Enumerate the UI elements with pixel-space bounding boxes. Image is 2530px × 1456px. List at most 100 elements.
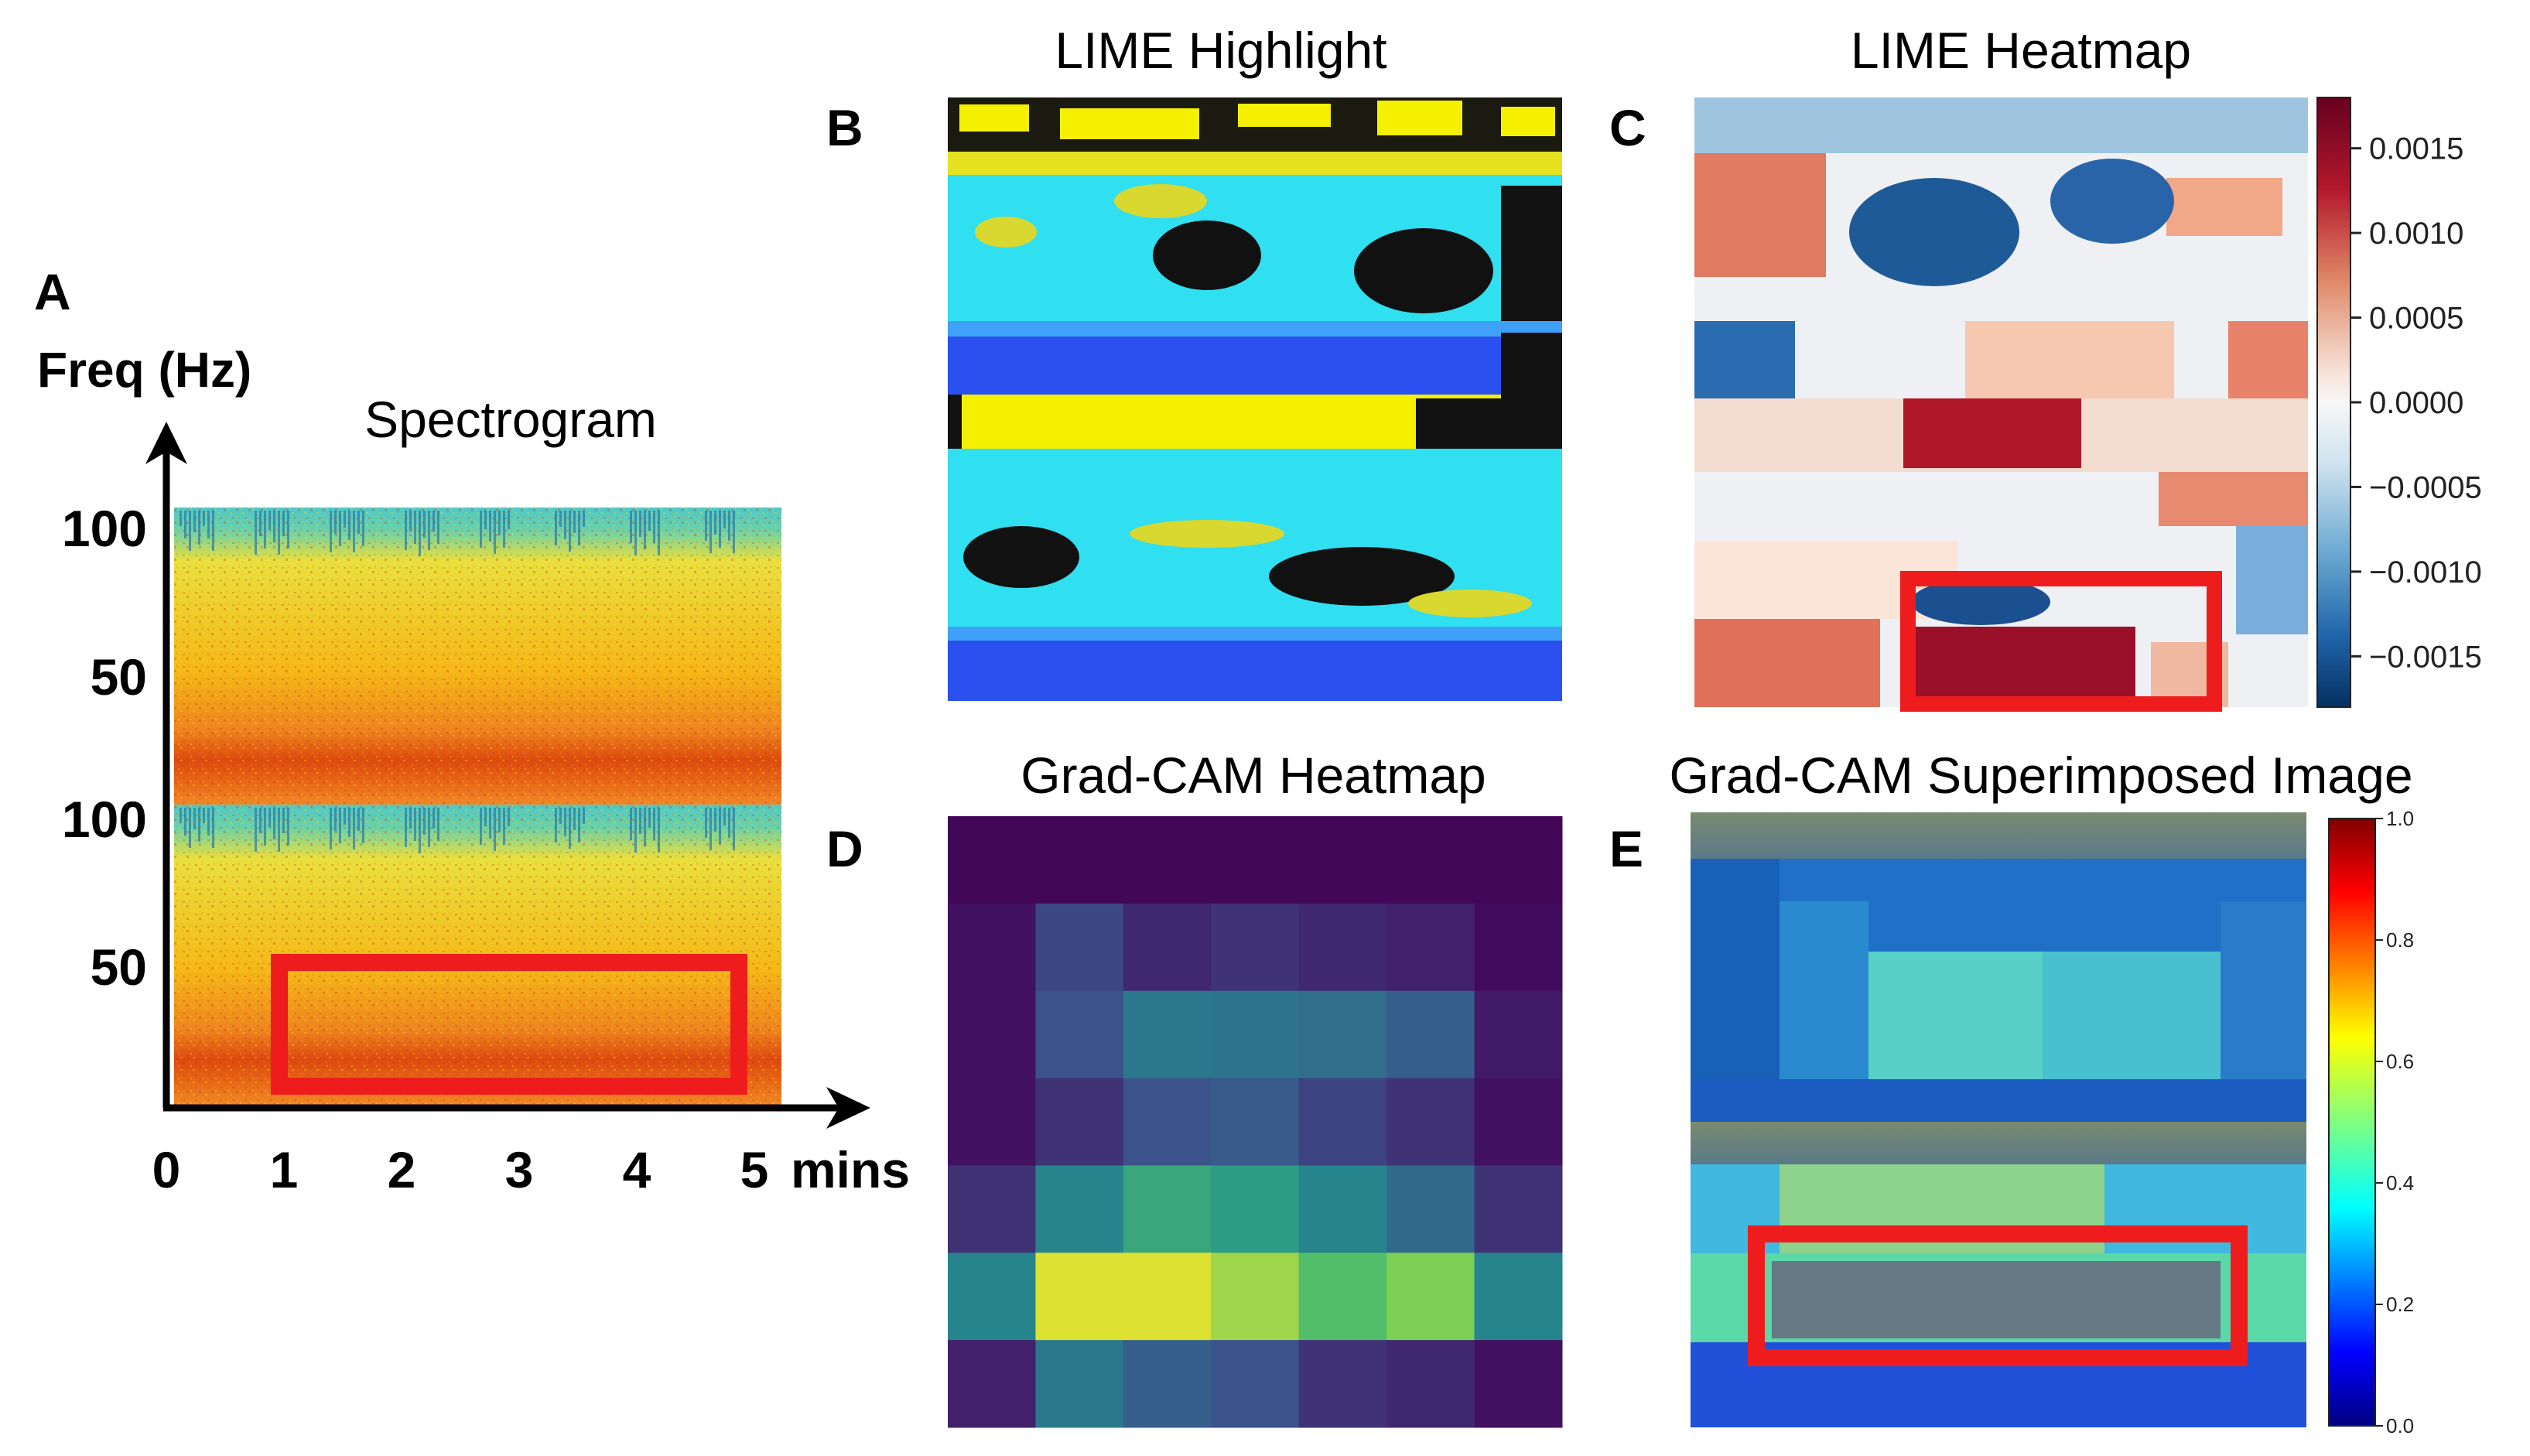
panel-c-title: LIME Heatmap [1851,22,2191,79]
spectrogram-streak [212,511,214,551]
x-tick-label: 2 [388,1141,416,1198]
gradcam-colorbar [2328,818,2376,1427]
lime-patch [1153,220,1261,290]
lime-heat-patch [2050,159,2174,244]
spectrogram-streak [644,808,646,846]
spectrogram-streak [503,511,505,548]
spectrogram-streak [639,511,641,537]
gradcam-cell [1035,990,1124,1079]
spectrogram-streak [348,808,350,837]
spectrogram-streak [344,511,346,528]
gradcam-cell [1386,1165,1475,1253]
lime-heat-patch [1694,153,1826,277]
spectrogram-streak [733,511,735,553]
spectrogram-streak [405,511,407,550]
spectrogram-streak [207,511,210,538]
spectrogram-streak [264,808,266,846]
gradcam-cell [1035,1253,1124,1341]
spectrogram-streak [719,511,721,547]
lime-patch [1269,547,1455,606]
y-tick-upper-100: 100 [62,500,147,557]
x-tick-label: 3 [505,1141,534,1198]
gradcam-cell [1211,990,1300,1079]
spectrogram-streak [705,511,707,541]
spectrogram-streak [423,511,426,538]
lime-heat-patch [1849,178,2019,286]
gradcam-cell [1298,990,1387,1079]
spectrogram-streak [273,511,275,542]
gradcam-cell [1123,903,1212,992]
spectrogram-streak [498,511,501,535]
superimposed-cell [1868,952,2043,1079]
spectrogram-streak [714,808,716,832]
superimposed-cell [1691,859,1780,1122]
gradcam-cell [1298,816,1387,904]
colorbar-tick-label: 0.0015 [2369,132,2463,166]
lime-spot [1377,101,1462,135]
panel-a-title: Spectrogram [364,391,657,448]
spectrogram-streak [508,511,510,529]
spectrogram-streak [634,511,637,555]
spectrogram-streak [409,808,412,829]
gradcam-cell [1298,1253,1387,1341]
spectrogram-streak [644,511,646,549]
panel-label-b: B [826,99,863,156]
spectrogram-streak [278,808,280,852]
gradcam-cell [1474,816,1563,904]
spectrogram-streak [639,808,641,834]
spectrogram-streak [489,511,491,542]
spectrogram-streak [630,511,632,543]
spectrogram-streak [287,511,289,549]
colorbar-tick-label: 0.0000 [2369,386,2463,420]
spectrogram-streak [362,511,364,546]
lime-heat-patch [2228,321,2308,398]
colorbar-tick-label: −0.0005 [2369,470,2482,504]
spectrogram-streak [437,511,439,544]
spectrogram-streak [339,808,341,843]
lime-band-blue-edge [948,627,1562,641]
superimposed-cell [2043,952,2221,1079]
y-tick-lower-100: 100 [62,791,147,848]
spectrogram-streak [273,808,275,839]
gradcam-cell [1474,1078,1563,1166]
gradcam-cell [1386,1078,1475,1166]
colorbar-tick-label: 0.0010 [2369,217,2463,251]
gradcam-cell [1298,1165,1387,1253]
spectrogram-streak [203,808,205,823]
spectrogram-streak [578,511,580,545]
lime-patch [1114,184,1207,218]
spectrogram-streak [255,511,257,555]
panel-d-gradcam-heatmap: Grad-CAM Heatmap [948,747,1563,1428]
x-tick-label: 5 [740,1141,769,1198]
spectrogram-streak [189,808,191,848]
spectrogram-streak [330,808,332,849]
panel-label-a: A [34,263,71,320]
gradcam-cell [1474,1253,1563,1341]
spectrogram-streak [212,808,214,848]
gradcam-cell [1211,1165,1300,1253]
spectrogram-streak [728,808,730,838]
spectrogram-streak [728,511,730,541]
lime-heatmap-highlight-box [1900,571,2222,712]
spectrogram-streak [484,808,487,826]
lime-heat-band [1694,97,2308,153]
spectrogram-streak [508,808,510,826]
panel-a-x-ticks: 0 1 2 3 4 5 [152,1141,769,1198]
gradcam-cell [1123,1165,1212,1253]
gradcam-cell [948,1340,1036,1428]
spectrogram-streak [723,808,726,825]
spectrogram-streak [432,511,435,531]
x-tick-label: 4 [623,1141,651,1198]
gradcam-cell [1123,1253,1212,1341]
spectrogram-streak [193,511,196,532]
spectrogram-streak [714,511,716,535]
spectrogram-streak [494,511,496,554]
spectrogram-streak [348,511,350,540]
spectrogram-streak [484,511,487,529]
spectrogram-streak [569,511,571,552]
spectrogram-streak [353,808,355,849]
gradcam-cell [948,903,1036,992]
lime-patch [948,395,962,449]
gradcam-cell [948,1078,1036,1166]
gradcam-cell [1035,903,1124,992]
